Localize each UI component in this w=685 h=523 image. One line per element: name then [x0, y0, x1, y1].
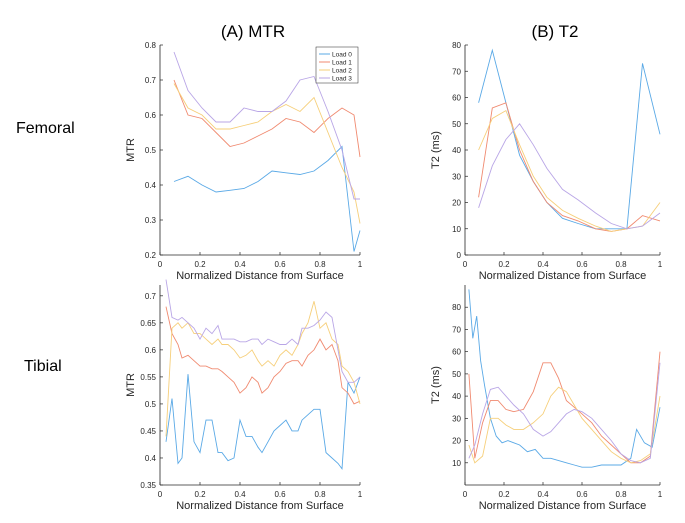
legend-box — [315, 46, 359, 84]
tibial-mtr-xtick-label: 0.2 — [194, 490, 206, 499]
tibial-mtr-series-load-2 — [165, 301, 361, 437]
tibial-mtr-series-load-3 — [165, 279, 361, 383]
femoral-mtr-panel: 0 0.2 0.4 0.6 0.8 10.20.30.40.50.60.70.8Norma… — [125, 41, 363, 282]
tibial-t2-xtick-label: 0 — [463, 490, 468, 499]
femoral-mtr-ytick-label: 0.3 — [145, 216, 157, 225]
tibial-mtr-xtick-label: 0.4 — [234, 490, 246, 499]
femoral-mtr-xtick-label: 0.2 — [194, 260, 206, 269]
femoral-t2-xlabel: Normalized Distance from Surface — [479, 270, 647, 282]
tibial-t2-ytick-label: 70 — [452, 325, 461, 334]
tibial-mtr-xlabel: Normalized Distance from Surface — [176, 500, 344, 512]
tibial-t2-series-load-3 — [468, 362, 661, 464]
tibial-mtr-ylabel: MTR — [125, 373, 137, 397]
femoral-t2-xtick-label: 0.2 — [498, 260, 510, 269]
femoral-t2-ytick-label: 60 — [452, 94, 461, 103]
femoral-mtr-ytick-label: 0.7 — [145, 76, 157, 85]
tibial-t2-xtick-label: 0.6 — [576, 490, 588, 499]
femoral-mtr-series-load-2 — [173, 83, 361, 224]
tibial-mtr-xtick-label: 0.8 — [314, 490, 326, 499]
tibial-mtr-ytick-label: 0.7 — [145, 292, 157, 301]
femoral-mtr-series-load-3 — [173, 51, 360, 200]
femoral-t2-ytick-label: 10 — [452, 225, 461, 234]
tibial-mtr-xtick-label: 1 — [358, 490, 363, 499]
tibial-mtr-ytick-label: 0.65 — [140, 319, 156, 328]
tibial-mtr-ytick-label: 0.35 — [140, 481, 156, 490]
femoral-mtr-ytick-label: 0.6 — [145, 111, 157, 120]
row-label-femoral: Femoral — [16, 120, 75, 137]
tibial-mtr-series-load-1 — [165, 306, 361, 405]
femoral-t2-ytick-label: 70 — [452, 67, 461, 76]
femoral-t2-ytick-label: 30 — [452, 172, 461, 181]
femoral-mtr-xtick-label: 1 — [358, 260, 363, 269]
femoral-t2-xtick-label: 0.4 — [537, 260, 549, 269]
femoral-t2-panel: 0 0.2 0.4 0.6 0.8 101020304050607080Normalize… — [430, 41, 663, 282]
tibial-mtr-panel: 0 0.2 0.4 0.6 0.8 1 0.35 0.4 0.45 0.5 0.55 0.6 0.65 0… — [125, 279, 363, 512]
femoral-mtr-xtick-label: 0 — [158, 260, 163, 269]
femoral-mtr-xtick-label: 0.6 — [274, 260, 286, 269]
femoral-mtr-ytick-label: 0.8 — [145, 41, 157, 50]
legend-entry: Load 2 — [332, 68, 352, 75]
femoral-mtr-ytick-label: 0.4 — [145, 181, 157, 190]
tibial-mtr-xtick-label: 0.6 — [274, 490, 286, 499]
column-title-t2: (B) T2 — [531, 22, 579, 41]
femoral-t2-ytick-label: 40 — [452, 146, 461, 155]
femoral-t2-xtick-label: 1 — [658, 260, 663, 269]
tibial-mtr-series-load-0 — [165, 374, 361, 471]
tibial-t2-ytick-label: 50 — [452, 370, 461, 379]
tibial-mtr-ytick-label: 0.5 — [145, 400, 157, 409]
tibial-t2-ytick-label: 40 — [452, 392, 461, 401]
tibial-mtr-ytick-label: 0.45 — [140, 427, 156, 436]
tibial-t2-xtick-label: 1 — [658, 490, 663, 499]
femoral-mtr-xtick-label: 0.4 — [234, 260, 246, 269]
legend-entry: Load 3 — [332, 76, 352, 83]
legend-entry: Load 0 — [332, 52, 352, 59]
femoral-t2-ylabel: T2 (ms) — [430, 131, 442, 169]
tibial-t2-series-load-1 — [468, 351, 661, 464]
femoral-mtr-ytick-label: 0.2 — [145, 251, 157, 260]
tibial-t2-ytick-label: 20 — [452, 437, 461, 446]
row-label-tibial: Tibial — [24, 358, 62, 375]
femoral-t2-ytick-label: 20 — [452, 199, 461, 208]
column-title-mtr: (A) MTR — [220, 22, 286, 41]
tibial-t2-xlabel: Normalized Distance from Surface — [479, 500, 647, 512]
tibial-mtr-ytick-label: 0.55 — [140, 373, 156, 382]
femoral-mtr-xtick-label: 0.8 — [314, 260, 326, 269]
tibial-t2-xtick-label: 0.8 — [615, 490, 627, 499]
tibial-t2-series-load-0 — [468, 289, 661, 468]
tibial-t2-xtick-label: 0.2 — [498, 490, 510, 499]
tibial-t2-xtick-label: 0.4 — [537, 490, 549, 499]
tibial-mtr-ytick-label: 0.4 — [145, 454, 157, 463]
tibial-t2-ytick-label: 10 — [452, 459, 461, 468]
femoral-t2-xtick-label: 0 — [463, 260, 468, 269]
femoral-mtr-series-load-0 — [173, 145, 361, 252]
femoral-mtr-series-load-1 — [173, 79, 361, 158]
tibial-t2-panel: 0 0.2 0.4 0.6 0.8 1 10 20 30 40 50 60 70 80 Normalized… — [430, 285, 663, 512]
femoral-t2-ytick-label: 0 — [457, 251, 462, 260]
tibial-t2-ytick-label: 60 — [452, 348, 461, 357]
tibial-t2-ytick-label: 80 — [452, 303, 461, 312]
legend-entry: Load 1 — [332, 60, 352, 67]
femoral-mtr-ytick-label: 0.5 — [145, 146, 157, 155]
femoral-t2-xtick-label: 0.6 — [576, 260, 588, 269]
femoral-t2-xtick-label: 0.8 — [615, 260, 627, 269]
tibial-t2-ylabel: T2 (ms) — [430, 366, 442, 404]
femoral-t2-series-load-3 — [478, 123, 661, 230]
femoral-t2-ytick-label: 80 — [452, 41, 461, 50]
femoral-mtr-ylabel: MTR — [125, 138, 137, 162]
femoral-mtr-xlabel: Normalized Distance from Surface — [176, 270, 344, 282]
tibial-mtr-ytick-label: 0.6 — [145, 346, 157, 355]
femoral-t2-ytick-label: 50 — [452, 120, 461, 129]
tibial-t2-series-load-2 — [468, 386, 661, 464]
tibial-t2-ytick-label: 30 — [452, 414, 461, 423]
tibial-mtr-xtick-label: 0 — [158, 490, 163, 499]
